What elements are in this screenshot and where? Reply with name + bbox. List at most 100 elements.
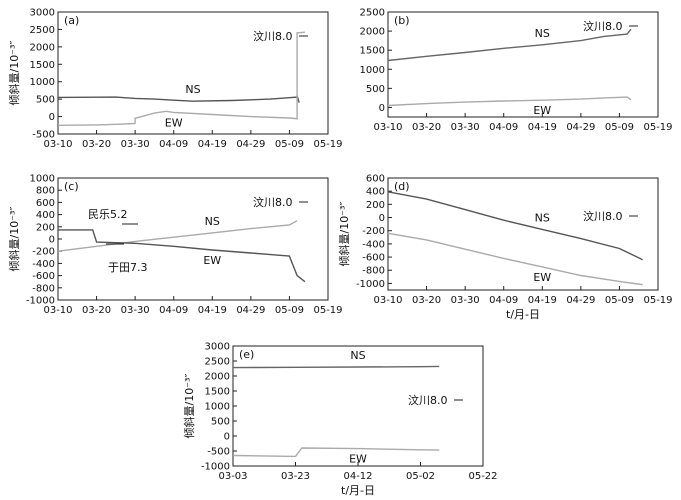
y-tick-label: 600 — [36, 198, 55, 209]
series-line-ew — [387, 232, 643, 286]
x-tick-label: 05-09 — [275, 139, 304, 150]
series-line-ns — [387, 191, 643, 261]
y-tick-label: 2500 — [30, 25, 55, 36]
panel-label: (e) — [239, 348, 254, 361]
x-tick-label: 05-09 — [605, 122, 634, 133]
y-tick-label: 800 — [36, 186, 55, 197]
x-axis-label: t/月-日 — [341, 484, 375, 497]
plot-frame — [57, 11, 329, 135]
y-tick-label: -600 — [32, 271, 55, 282]
y-tick-label: -200 — [32, 247, 55, 258]
y-tick-label: 500 — [211, 417, 230, 428]
panel-label: (b) — [394, 14, 410, 27]
x-tick-label: 03-10 — [373, 295, 402, 306]
series-label-ew: EW — [203, 254, 221, 267]
x-tick-label: 05-19 — [643, 122, 672, 133]
y-tick-label: 0 — [379, 213, 385, 224]
annotation-wenchuan: 汶川8.0 — [583, 19, 623, 33]
y-tick-label: -800 — [32, 283, 55, 294]
series-line-ew — [232, 447, 440, 458]
y-tick-label: 1500 — [30, 60, 55, 71]
y-tick-label: -600 — [362, 253, 385, 264]
y-tick-label: 400 — [366, 187, 385, 198]
series-label-ns: NS — [185, 83, 200, 96]
y-tick-label: 2500 — [360, 8, 385, 19]
x-tick-label: 04-19 — [528, 122, 557, 133]
x-tick-label: 03-20 — [412, 295, 441, 306]
x-tick-label: 04-29 — [566, 295, 595, 306]
y-tick-label: 1000 — [30, 77, 55, 88]
y-tick-label: 1000 — [205, 402, 230, 413]
series-label-ew: EW — [165, 116, 183, 129]
y-tick-label: 0 — [49, 112, 55, 123]
series-line-ns — [387, 28, 632, 62]
y-tick-label: -200 — [362, 226, 385, 237]
x-tick-label: 04-29 — [236, 305, 265, 316]
series-label-ns: NS — [350, 349, 365, 362]
y-tick-label: -500 — [207, 447, 230, 458]
x-tick-label: 03-30 — [451, 295, 480, 306]
x-tick-label: 04-19 — [198, 305, 227, 316]
y-tick-label: 3000 — [205, 342, 230, 353]
x-tick-label: 05-19 — [313, 139, 342, 150]
x-tick-label: 04-09 — [489, 295, 518, 306]
y-tick-label: 2500 — [205, 357, 230, 368]
x-tick-label: 04-09 — [489, 122, 518, 133]
x-tick-label: 03-10 — [43, 139, 72, 150]
x-tick-label: 03-30 — [121, 305, 150, 316]
y-tick-label: 1500 — [360, 46, 385, 57]
y-tick-label: -1000 — [201, 462, 230, 473]
panel-label: (d) — [394, 180, 410, 193]
series-label-ns: NS — [205, 215, 220, 228]
y-tick-label: 1000 — [30, 174, 55, 185]
series-line-ns — [57, 220, 298, 252]
x-tick-label: 03-23 — [281, 471, 310, 482]
y-tick-label: 2000 — [360, 27, 385, 38]
y-axis-label: 倾斜量/10⁻³″ — [8, 40, 21, 105]
series-label-ns: NS — [535, 27, 550, 40]
x-tick-label: 03-20 — [82, 139, 111, 150]
x-tick-label: 05-19 — [313, 305, 342, 316]
x-tick-label: 04-19 — [528, 295, 557, 306]
annotation-wenchuan: 汶川8.0 — [583, 209, 623, 223]
series-label-ew: EW — [349, 453, 367, 466]
y-axis-label: 倾斜量/10⁻³″ — [338, 201, 351, 266]
series-line-ns — [232, 365, 440, 369]
x-tick-label: 04-29 — [236, 139, 265, 150]
annotation-wenchuan: 汶川8.0 — [253, 195, 293, 209]
series-line-ew — [58, 229, 306, 283]
panel-label: (a) — [64, 14, 79, 27]
y-tick-label: -800 — [362, 266, 385, 277]
y-tick-label: 3000 — [30, 8, 55, 19]
y-tick-label: 500 — [36, 95, 55, 106]
x-tick-label: 04-12 — [343, 471, 372, 482]
plot-frame — [387, 177, 659, 291]
y-tick-label: 1500 — [205, 387, 230, 398]
panel-4: (e) 3000 2500 2000 1500 1000 500 0 -500 -100003-0… — [183, 342, 498, 498]
y-tick-label: -1000 — [26, 296, 55, 307]
x-tick-label: 05-09 — [605, 295, 634, 306]
y-tick-label: 400 — [36, 210, 55, 221]
y-tick-label: 0 — [379, 103, 385, 114]
panel-label: (c) — [64, 180, 79, 193]
series-line-ew — [387, 96, 632, 107]
y-tick-label: -500 — [32, 130, 55, 141]
annotation-minle: 民乐5.2 — [88, 208, 128, 221]
series-line-ns — [57, 95, 300, 103]
x-tick-label: 05-22 — [468, 471, 497, 482]
y-tick-label: -400 — [32, 259, 55, 270]
y-tick-label: -1000 — [356, 279, 385, 290]
x-tick-label: 03-10 — [43, 305, 72, 316]
plot-frame — [387, 11, 659, 118]
y-tick-label: 0 — [49, 235, 55, 246]
y-tick-label: 2000 — [205, 372, 230, 383]
x-tick-label: 05-19 — [643, 295, 672, 306]
y-tick-label: 1000 — [360, 65, 385, 76]
x-tick-label: 04-09 — [159, 305, 188, 316]
annotation-wenchuan: 汶川8.0 — [253, 29, 293, 43]
x-tick-label: 03-30 — [121, 139, 150, 150]
